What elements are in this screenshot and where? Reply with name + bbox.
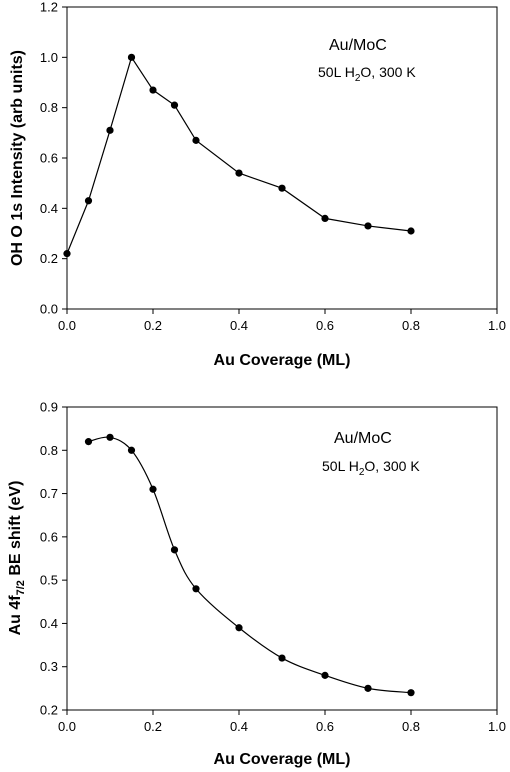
chart-be-shift: 0.0 0.2 0.4 0.6 0.8 1.0 0.20.30.40.50.60.70.8… (7, 400, 506, 769)
data-point (84, 197, 93, 205)
data-point (364, 684, 372, 692)
x-tick-label: 0.8 (402, 719, 420, 734)
annotation-conditions-prefix: 50L H (318, 64, 355, 80)
y-tick-label: 1.2 (40, 0, 58, 15)
data-point (84, 438, 93, 446)
data-point (407, 227, 415, 235)
x-tick-label: 1.0 (488, 318, 506, 333)
data-point (127, 446, 136, 454)
y-axis-label-suffix: BE shift (eV) (7, 481, 24, 581)
annotation-sample: Au/MoC (334, 430, 392, 447)
annotation-conditions-suffix: O, 300 K (360, 64, 416, 80)
x-tick-label: 0.2 (144, 318, 162, 333)
data-point (149, 86, 157, 94)
y-tick-label: 0.6 (40, 151, 58, 166)
y-ticks: 0.0 0.2 0.4 0.6 0.8 1.0 1.2 (40, 0, 67, 317)
x-tick-label: 1.0 (488, 719, 506, 734)
data-point (63, 250, 71, 258)
data-point (278, 654, 286, 662)
annotation-conditions: 50L H2O, 300 K (318, 64, 416, 84)
data-point (321, 671, 329, 679)
data-points (84, 433, 415, 697)
y-tick-label: 1.0 (40, 50, 58, 65)
y-axis-label: OH O 1s Intensity (arb units) (9, 50, 26, 266)
y-tick-label: 0.2 (40, 703, 58, 718)
data-point (235, 169, 243, 177)
x-axis-label: Au Coverage (ML) (214, 751, 351, 768)
y-tick-label: 0.4 (40, 616, 58, 631)
x-axis-label: Au Coverage (ML) (214, 352, 351, 369)
x-tick-label: 0.6 (316, 318, 334, 333)
data-point (192, 585, 200, 593)
plot-frame (66, 6, 498, 310)
y-tick-label: 0.3 (40, 659, 58, 674)
series-line (66, 55, 412, 254)
annotation-conditions: 50L H2O, 300 K (322, 458, 420, 478)
annotation-conditions-prefix: 50L H (322, 458, 359, 474)
y-tick-label: 0.8 (40, 443, 58, 458)
x-tick-label: 0.6 (316, 719, 334, 734)
data-point (106, 433, 114, 441)
data-points (63, 53, 415, 258)
x-ticks: 0.0 0.2 0.4 0.6 0.8 1.0 (58, 710, 506, 734)
data-point (127, 53, 136, 61)
annotation-sample: Au/MoC (329, 37, 387, 54)
annotation-conditions-sub: 2 (359, 467, 365, 478)
y-tick-label: 0.8 (40, 100, 58, 115)
data-point (192, 136, 200, 144)
chart-oh-intensity: 0.0 0.2 0.4 0.6 0.8 1.0 0.0 0.2 0.4 0.6 0.8 1.0 1.2… (9, 0, 506, 369)
x-tick-label: 0.0 (58, 719, 76, 734)
x-tick-label: 0.8 (402, 318, 420, 333)
y-tick-label: 0.0 (40, 302, 58, 317)
y-tick-label: 0.9 (40, 400, 58, 415)
y-axis-label-prefix: Au 4f (7, 595, 24, 636)
x-tick-label: 0.2 (144, 719, 162, 734)
y-tick-label: 0.2 (40, 251, 58, 266)
x-tick-label: 0.4 (230, 719, 248, 734)
y-axis-label: Au 4f7/2 BE shift (eV) (7, 481, 27, 636)
data-point (235, 624, 243, 632)
y-tick-label: 0.7 (40, 486, 58, 501)
data-point (407, 689, 415, 697)
x-tick-label: 0.0 (58, 318, 76, 333)
y-tick-label: 0.5 (40, 573, 58, 588)
x-tick-label: 0.4 (230, 318, 248, 333)
y-ticks: 0.2 0.3 0.4 0.5 0.6 0.7 0.8 0.9 (40, 400, 67, 718)
data-point (364, 222, 372, 230)
x-ticks: 0.0 0.2 0.4 0.6 0.8 1.0 (58, 309, 506, 333)
data-point (321, 214, 329, 222)
annotation-conditions-sub: 2 (355, 73, 361, 84)
data-point (278, 184, 286, 192)
y-tick-label: 0.6 (40, 529, 58, 544)
y-axis-label-sub: 7/2 (15, 580, 27, 595)
annotation-conditions-suffix: O, 300 K (364, 458, 420, 474)
plot-frame (66, 406, 498, 711)
data-point (149, 485, 157, 493)
y-tick-label: 0.4 (40, 201, 58, 216)
data-point (170, 101, 179, 109)
data-point (170, 546, 179, 554)
data-point (106, 126, 114, 134)
